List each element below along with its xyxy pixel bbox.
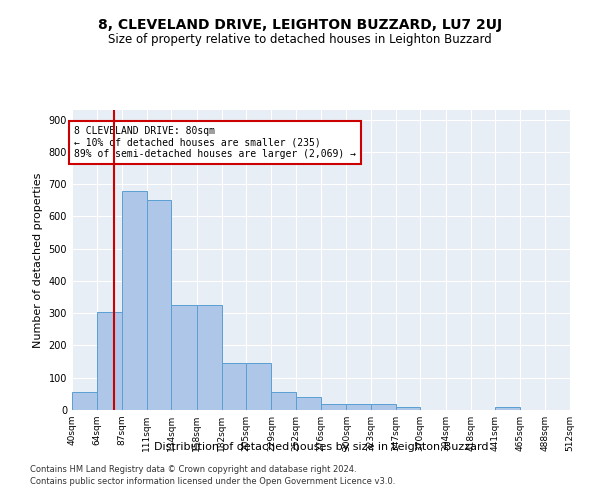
Bar <box>97 312 122 410</box>
Text: Distribution of detached houses by size in Leighton Buzzard: Distribution of detached houses by size … <box>154 442 488 452</box>
Text: Contains public sector information licensed under the Open Government Licence v3: Contains public sector information licen… <box>30 477 395 486</box>
Y-axis label: Number of detached properties: Number of detached properties <box>33 172 43 348</box>
Bar <box>271 392 296 410</box>
Text: 8 CLEVELAND DRIVE: 80sqm
← 10% of detached houses are smaller (235)
89% of semi-: 8 CLEVELAND DRIVE: 80sqm ← 10% of detach… <box>74 126 356 160</box>
Bar <box>197 305 222 410</box>
Bar <box>396 407 420 410</box>
Bar <box>371 404 396 410</box>
Text: Contains HM Land Registry data © Crown copyright and database right 2024.: Contains HM Land Registry data © Crown c… <box>30 466 356 474</box>
Text: Size of property relative to detached houses in Leighton Buzzard: Size of property relative to detached ho… <box>108 32 492 46</box>
Bar <box>222 363 246 410</box>
Bar <box>72 392 97 410</box>
Bar <box>122 190 147 410</box>
Bar <box>346 404 371 410</box>
Bar <box>495 407 520 410</box>
Bar <box>321 404 346 410</box>
Bar <box>246 363 271 410</box>
Bar <box>147 200 171 410</box>
Bar <box>296 397 321 410</box>
Bar <box>171 305 197 410</box>
Text: 8, CLEVELAND DRIVE, LEIGHTON BUZZARD, LU7 2UJ: 8, CLEVELAND DRIVE, LEIGHTON BUZZARD, LU… <box>98 18 502 32</box>
